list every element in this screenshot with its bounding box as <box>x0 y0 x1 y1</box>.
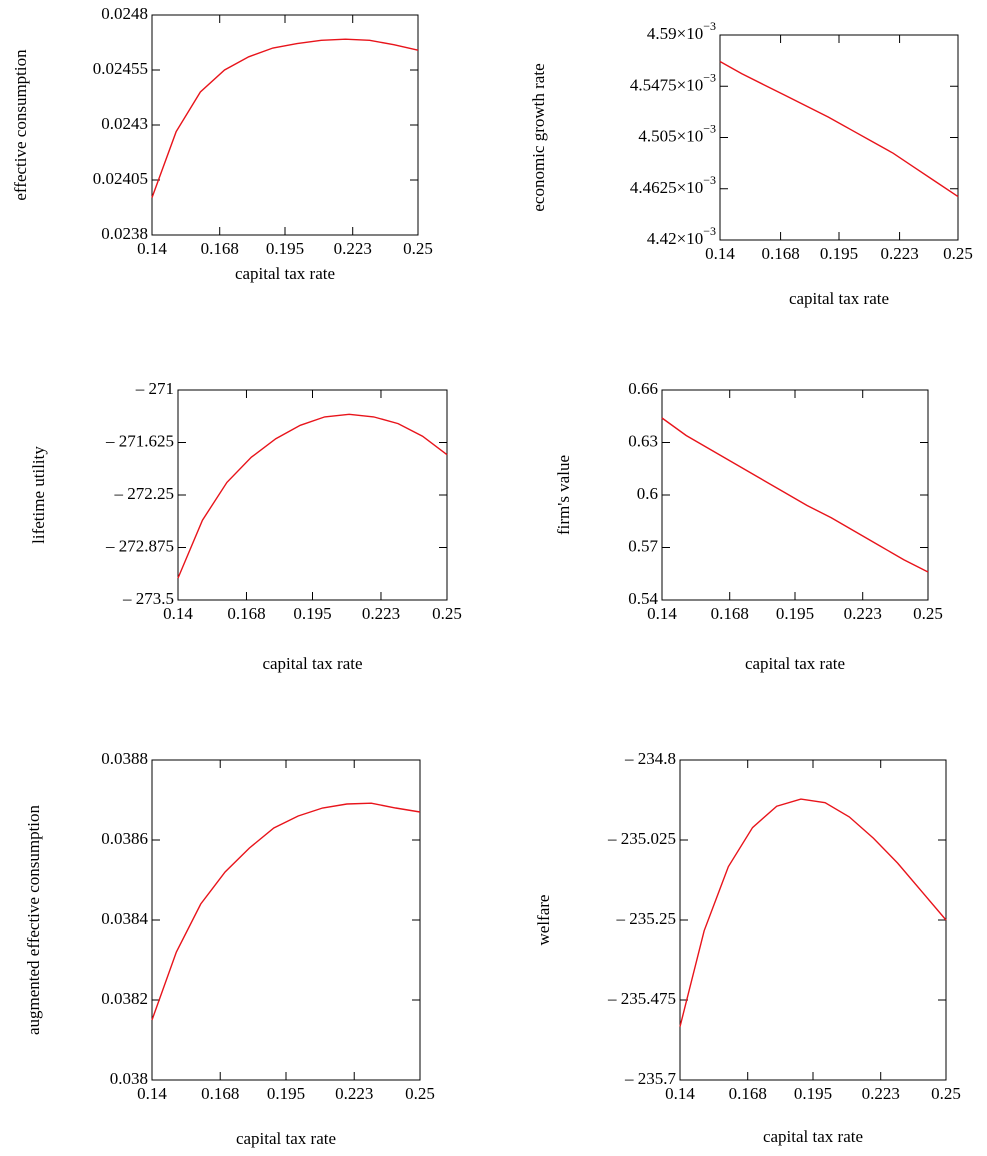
tick-exponent: −3 <box>703 224 716 238</box>
y-tick-label: 4.42×10−3 <box>647 224 716 248</box>
x-tick-label: 0.223 <box>880 244 918 263</box>
x-tick-label: 0.14 <box>647 604 677 623</box>
plot-frame <box>679 759 947 1081</box>
y-tick-label: 0.54 <box>628 589 658 608</box>
curve <box>679 798 947 1027</box>
x-tick-label: 0.195 <box>794 1084 832 1103</box>
x-tick-label: 0.223 <box>335 1084 373 1103</box>
chart-panel: – 273.5 – 272.875 – 272.25 – 271.625 – 271 0.… <box>29 379 462 673</box>
y-tick-label: 0.0382 <box>101 989 148 1008</box>
x-tick-label: 0.168 <box>201 239 239 258</box>
curve <box>151 802 421 1021</box>
tick-mantissa: 4.59×10 <box>647 24 703 43</box>
tick-mantissa: 4.4625×10 <box>630 178 703 197</box>
x-tick-label: 0.25 <box>931 1084 961 1103</box>
x-axis-label: capital tax rate <box>789 289 889 308</box>
x-tick-label: 0.14 <box>137 1084 167 1103</box>
x-axis-label: capital tax rate <box>236 1129 336 1148</box>
x-tick-label: 0.195 <box>776 604 814 623</box>
y-tick-label: 0.0248 <box>101 4 148 23</box>
y-axis-label: effective consumption <box>11 49 30 201</box>
curve <box>151 38 419 198</box>
y-tick-label: – 235.7 <box>624 1069 677 1088</box>
tick-exponent: −3 <box>703 121 716 135</box>
y-tick-label: 4.59×10−3 <box>647 19 716 43</box>
tick-mantissa: 4.5475×10 <box>630 75 703 94</box>
x-tick-label: 0.25 <box>405 1084 435 1103</box>
y-axis-label: economic growth rate <box>529 63 548 211</box>
plot-frame <box>719 34 959 241</box>
y-tick-label: – 235.475 <box>607 989 676 1008</box>
chart-panel: 0.038 0.0382 0.0384 0.0386 0.0388 0.14 0.168 0.… <box>24 749 435 1148</box>
x-tick-label: 0.168 <box>227 604 265 623</box>
x-axis-label: capital tax rate <box>235 264 335 283</box>
x-tick-label: 0.168 <box>711 604 749 623</box>
tick-exponent: −3 <box>703 19 716 33</box>
curve <box>177 413 448 579</box>
y-tick-label: 0.6 <box>637 484 658 503</box>
chart-panel: – 235.7 – 235.475 – 235.25 – 235.025 – 234.8… <box>534 749 961 1146</box>
y-tick-label: 0.63 <box>628 431 658 450</box>
y-tick-label: – 272.875 <box>105 536 174 555</box>
x-tick-label: 0.14 <box>665 1084 695 1103</box>
x-tick-label: 0.223 <box>862 1084 900 1103</box>
x-axis-label: capital tax rate <box>262 654 362 673</box>
x-tick-label: 0.168 <box>201 1084 239 1103</box>
tick-mantissa: 4.42×10 <box>647 229 703 248</box>
x-axis-label: capital tax rate <box>763 1127 863 1146</box>
y-tick-label: – 271 <box>135 379 174 398</box>
y-tick-label: 0.02455 <box>93 59 148 78</box>
x-tick-label: 0.223 <box>362 604 400 623</box>
x-tick-label: 0.14 <box>137 239 167 258</box>
x-tick-label: 0.195 <box>267 1084 305 1103</box>
y-axis-label: firm's value <box>554 455 573 535</box>
y-tick-label: 0.038 <box>110 1069 148 1088</box>
y-tick-label: – 272.25 <box>114 484 175 503</box>
plot-frame <box>661 389 929 601</box>
y-tick-label: 4.505×10−3 <box>638 121 716 145</box>
x-tick-label: 0.168 <box>761 244 799 263</box>
y-tick-label: 0.0388 <box>101 749 148 768</box>
curve <box>661 417 929 573</box>
x-tick-label: 0.223 <box>334 239 372 258</box>
y-tick-label: 0.0384 <box>101 909 148 928</box>
x-tick-label: 0.25 <box>943 244 973 263</box>
y-tick-label: 0.0243 <box>101 114 148 133</box>
y-tick-label: – 271.625 <box>105 431 174 450</box>
x-tick-label: 0.25 <box>913 604 943 623</box>
chart-panel: 0.54 0.57 0.6 0.63 0.66 0.14 0.168 0.195 0.223 0.… <box>554 379 943 673</box>
x-tick-label: 0.14 <box>163 604 193 623</box>
tick-mantissa: 4.505×10 <box>638 126 703 145</box>
chart-panel: 4.42×10−34.4625×10−34.505×10−34.5475×10−… <box>529 19 973 308</box>
plot-frame <box>151 14 419 236</box>
y-tick-label: 0.66 <box>628 379 658 398</box>
x-axis-label: capital tax rate <box>745 654 845 673</box>
x-tick-label: 0.25 <box>403 239 433 258</box>
y-axis-label: lifetime utility <box>29 446 48 544</box>
y-tick-label: – 235.025 <box>607 829 676 848</box>
x-tick-label: 0.195 <box>820 244 858 263</box>
y-tick-label: 0.02405 <box>93 169 148 188</box>
y-tick-label: 0.57 <box>628 536 658 555</box>
tick-exponent: −3 <box>703 70 716 84</box>
chart-panel: 0.0238 0.02405 0.0243 0.02455 0.0248 0.14 0.16… <box>11 4 433 283</box>
y-axis-label: augmented effective consumption <box>24 804 43 1035</box>
curve <box>719 60 959 198</box>
x-tick-label: 0.168 <box>729 1084 767 1103</box>
y-tick-label: – 234.8 <box>624 749 676 768</box>
x-tick-label: 0.223 <box>844 604 882 623</box>
x-tick-label: 0.195 <box>266 239 304 258</box>
x-tick-label: 0.195 <box>293 604 331 623</box>
y-tick-label: 4.4625×10−3 <box>630 173 716 197</box>
y-tick-label: 4.5475×10−3 <box>630 70 716 94</box>
tick-exponent: −3 <box>703 173 716 187</box>
y-tick-label: 0.0238 <box>101 224 148 243</box>
y-tick-label: – 273.5 <box>122 589 174 608</box>
y-axis-label: welfare <box>534 895 553 946</box>
y-tick-label: – 235.25 <box>616 909 677 928</box>
x-tick-label: 0.14 <box>705 244 735 263</box>
x-tick-label: 0.25 <box>432 604 462 623</box>
y-tick-label: 0.0386 <box>101 829 148 848</box>
